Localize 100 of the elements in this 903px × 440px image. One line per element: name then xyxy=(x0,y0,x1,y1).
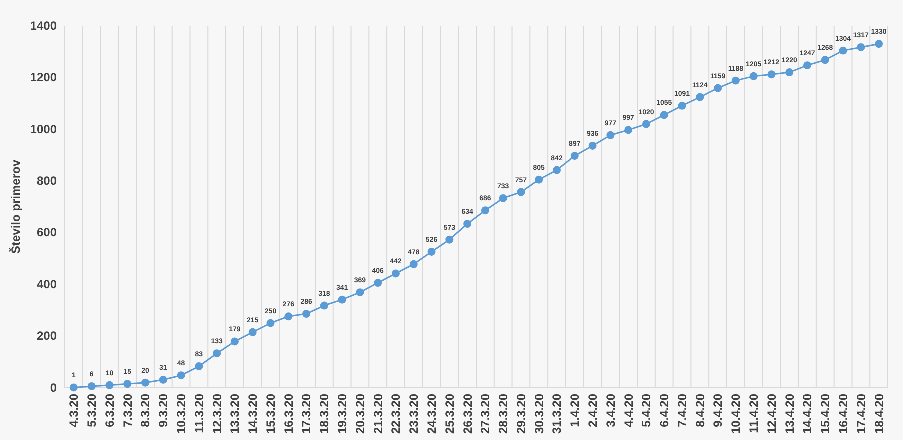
point xyxy=(356,288,364,297)
y-tick-label: 800 xyxy=(36,174,58,188)
point xyxy=(428,248,436,256)
x-tick-label: 7.3.20 xyxy=(120,394,135,428)
x-tick-label: 6.3.20 xyxy=(102,394,117,428)
point xyxy=(642,120,650,128)
x-tick-label: 11.3.20 xyxy=(192,394,206,434)
y-tick-label: 200 xyxy=(36,329,58,344)
x-tick-label: 17.4.20 xyxy=(854,394,868,434)
point xyxy=(374,279,382,287)
x-tick-label: 17.3.20 xyxy=(300,394,314,434)
y-tick-label: 1400 xyxy=(30,18,58,33)
point xyxy=(177,372,186,380)
point xyxy=(535,176,544,184)
point xyxy=(714,84,722,92)
point xyxy=(750,72,758,80)
point xyxy=(839,46,848,55)
x-tick-label: 21.3.20 xyxy=(371,394,386,434)
y-tick-label: 600 xyxy=(36,226,58,240)
x-tick-label: 13.4.20 xyxy=(782,394,797,434)
point xyxy=(70,384,78,392)
point xyxy=(732,76,740,85)
point xyxy=(678,102,686,110)
point xyxy=(875,40,884,48)
x-tick-label: 27.3.20 xyxy=(478,394,493,434)
x-tick-label: 4.4.20 xyxy=(622,394,636,428)
point xyxy=(481,206,490,215)
point xyxy=(570,152,579,160)
point xyxy=(857,43,866,52)
point xyxy=(410,260,418,268)
point xyxy=(88,382,96,390)
x-tick-label: 15.3.20 xyxy=(264,394,278,434)
point xyxy=(106,381,114,390)
x-tick-label: 11.4.20 xyxy=(747,394,762,434)
x-tick-label: 8.3.20 xyxy=(138,394,153,428)
x-tick-label: 22.3.20 xyxy=(389,394,404,434)
x-tick-label: 7.4.20 xyxy=(675,394,690,428)
y-tick-label: 0 xyxy=(50,380,58,395)
point xyxy=(195,362,204,371)
point xyxy=(446,236,454,244)
x-tick-label: 23.3.20 xyxy=(407,394,422,434)
point xyxy=(230,338,239,346)
x-tick-label: 13.3.20 xyxy=(228,394,242,434)
x-tick-label: 14.4.20 xyxy=(800,394,815,434)
x-tick-label: 5.4.20 xyxy=(640,394,654,428)
x-tick-label: 5.3.20 xyxy=(85,394,100,428)
x-tick-label: 8.4.20 xyxy=(693,394,708,428)
x-tick-label: 25.3.20 xyxy=(442,394,457,434)
x-tick-label: 16.3.20 xyxy=(282,394,296,434)
x-tick-label: 29.3.20 xyxy=(514,394,528,434)
x-tick-label: 6.4.20 xyxy=(658,394,672,428)
point xyxy=(804,62,812,70)
point xyxy=(499,194,508,202)
point xyxy=(266,319,275,328)
point xyxy=(124,380,132,388)
x-tick-label: 9.3.20 xyxy=(156,394,171,428)
point xyxy=(821,56,830,64)
x-tick-label: 16.4.20 xyxy=(836,394,850,434)
x-tick-label: 18.3.20 xyxy=(318,394,332,434)
x-tick-label: 3.4.20 xyxy=(604,394,618,428)
point xyxy=(142,378,150,387)
y-tick-label: 1200 xyxy=(30,70,58,85)
x-tick-label: 18.4.20 xyxy=(872,394,886,434)
point xyxy=(553,166,561,174)
point xyxy=(696,93,704,102)
y-axis-title: Število primerov xyxy=(9,160,23,254)
point xyxy=(392,270,400,278)
x-tick-label: 15.4.20 xyxy=(818,394,833,434)
point xyxy=(786,68,794,77)
x-tick-label: 30.3.20 xyxy=(532,394,546,434)
x-tick-label: 12.3.20 xyxy=(210,394,224,434)
point xyxy=(464,220,472,228)
point xyxy=(768,70,776,79)
y-tick-label: 400 xyxy=(36,277,58,292)
x-tick-label: 12.4.20 xyxy=(764,394,779,434)
point xyxy=(338,296,346,304)
x-tick-label: 10.3.20 xyxy=(174,394,188,434)
x-tick-label: 31.3.20 xyxy=(550,394,564,434)
x-tick-label: 9.4.20 xyxy=(711,394,726,428)
y-tick-label: 1000 xyxy=(30,122,58,136)
x-tick-label: 26.3.20 xyxy=(460,394,475,434)
point xyxy=(213,350,222,358)
x-tick-label: 19.3.20 xyxy=(336,394,350,434)
point xyxy=(320,302,328,310)
x-tick-label: 2.4.20 xyxy=(586,394,600,428)
x-tick-label: 28.3.20 xyxy=(496,394,511,434)
point xyxy=(302,310,311,318)
point xyxy=(606,131,615,140)
point xyxy=(588,142,597,150)
x-tick-label: 4.3.20 xyxy=(67,394,82,428)
x-tick-label: 1.4.20 xyxy=(568,394,582,428)
x-tick-label: 24.3.20 xyxy=(424,394,439,434)
point xyxy=(159,376,168,384)
point xyxy=(248,328,257,336)
x-tick-label: 20.3.20 xyxy=(353,394,368,434)
point xyxy=(624,126,633,134)
x-tick-label: 10.4.20 xyxy=(729,394,744,434)
point xyxy=(284,312,293,321)
point xyxy=(660,111,668,120)
x-tick-label: 14.3.20 xyxy=(246,394,260,434)
